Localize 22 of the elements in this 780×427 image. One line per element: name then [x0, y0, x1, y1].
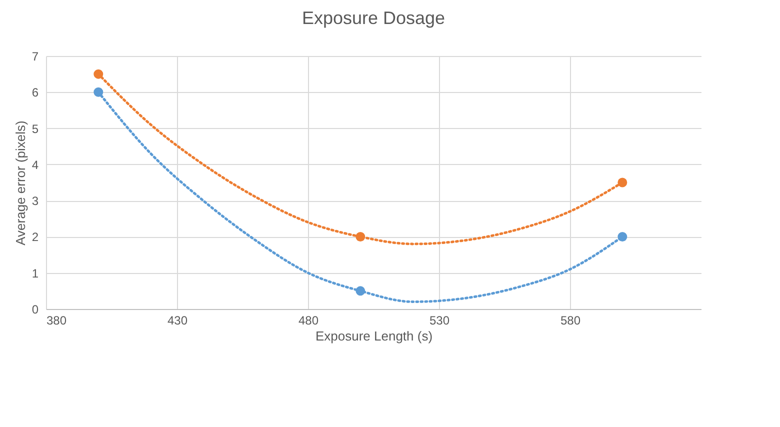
point: [94, 69, 104, 79]
chart-title: Exposure Dosage: [302, 8, 446, 28]
point: [618, 232, 628, 242]
y-tick-label: 7: [32, 50, 39, 64]
y-tick-label: 6: [32, 86, 39, 100]
point: [94, 87, 104, 97]
point: [618, 178, 628, 188]
y-tick-label: 1: [32, 266, 39, 280]
x-axis-title: Exposure Length (s): [315, 328, 433, 344]
y-tick-label: 2: [32, 230, 39, 244]
y-axis-title: Average error (pixels): [12, 120, 28, 246]
x-tick-label: 430: [167, 314, 188, 328]
y-tick-label: 5: [32, 122, 39, 136]
y-tick-label: 4: [32, 158, 39, 172]
y-tick-label: 3: [32, 194, 39, 208]
y-tick-label: 0: [32, 302, 39, 316]
x-tick-label: 380: [46, 314, 67, 328]
point: [356, 286, 366, 296]
x-tick-label: 480: [298, 314, 319, 328]
x-tick-label: 580: [560, 314, 581, 328]
point: [356, 232, 366, 242]
x-tick-label: 530: [429, 314, 450, 328]
